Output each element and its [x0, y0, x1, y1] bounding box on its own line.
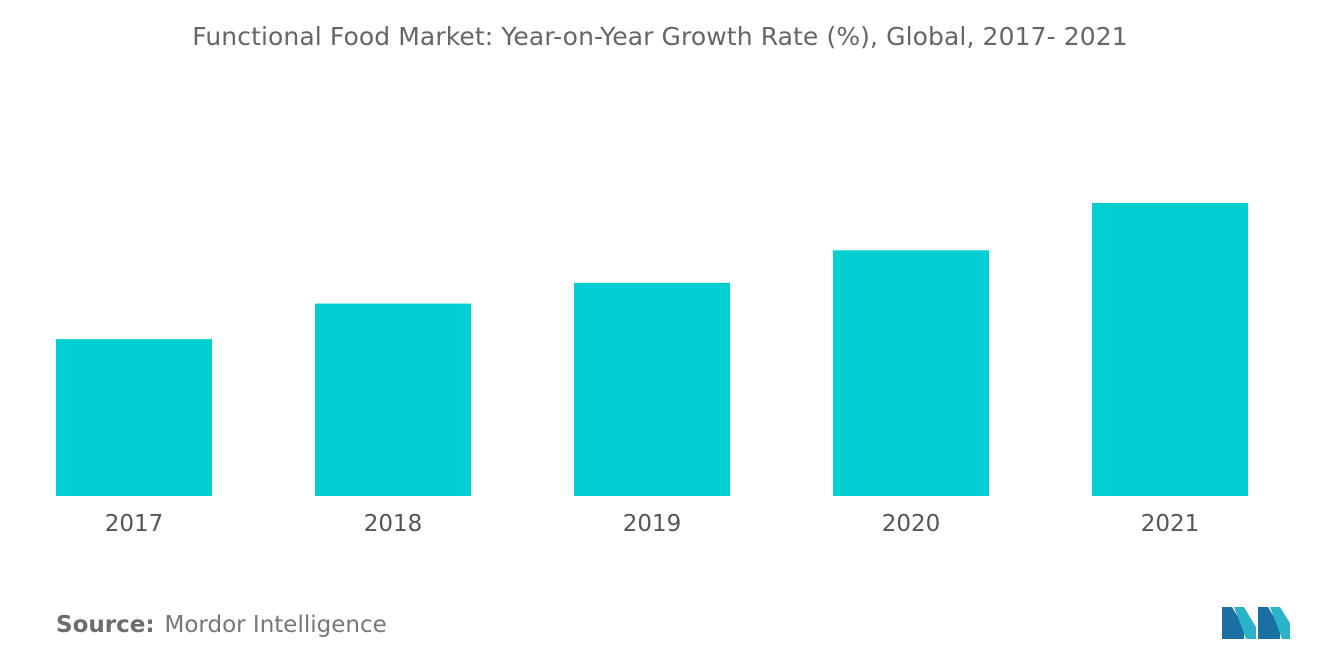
x-tick-labels: 2017 2018 2019 2020 2021: [105, 511, 1200, 537]
x-tick-label-2018: 2018: [364, 511, 423, 537]
bar-2019: [574, 282, 730, 496]
bar-2017: [56, 339, 212, 496]
bars-group: [56, 202, 1248, 496]
bar-chart: 2017 2018 2019 2020 2021: [56, 202, 1248, 537]
bar-2021: [1092, 202, 1248, 496]
x-tick-label-2021: 2021: [1141, 511, 1200, 537]
source-label: Source:: [56, 612, 155, 638]
bar-2020: [833, 250, 989, 496]
source-text: Mordor Intelligence: [164, 612, 387, 638]
mordor-intelligence-logo-icon: [1222, 607, 1290, 639]
source-note: Source: Mordor Intelligence: [56, 612, 387, 638]
x-tick-label-2017: 2017: [105, 511, 164, 537]
x-tick-label-2020: 2020: [882, 511, 941, 537]
x-tick-label-2019: 2019: [623, 511, 682, 537]
bar-2018: [315, 303, 471, 496]
chart-title: Functional Food Market: Year-on-Year Gro…: [192, 22, 1128, 51]
